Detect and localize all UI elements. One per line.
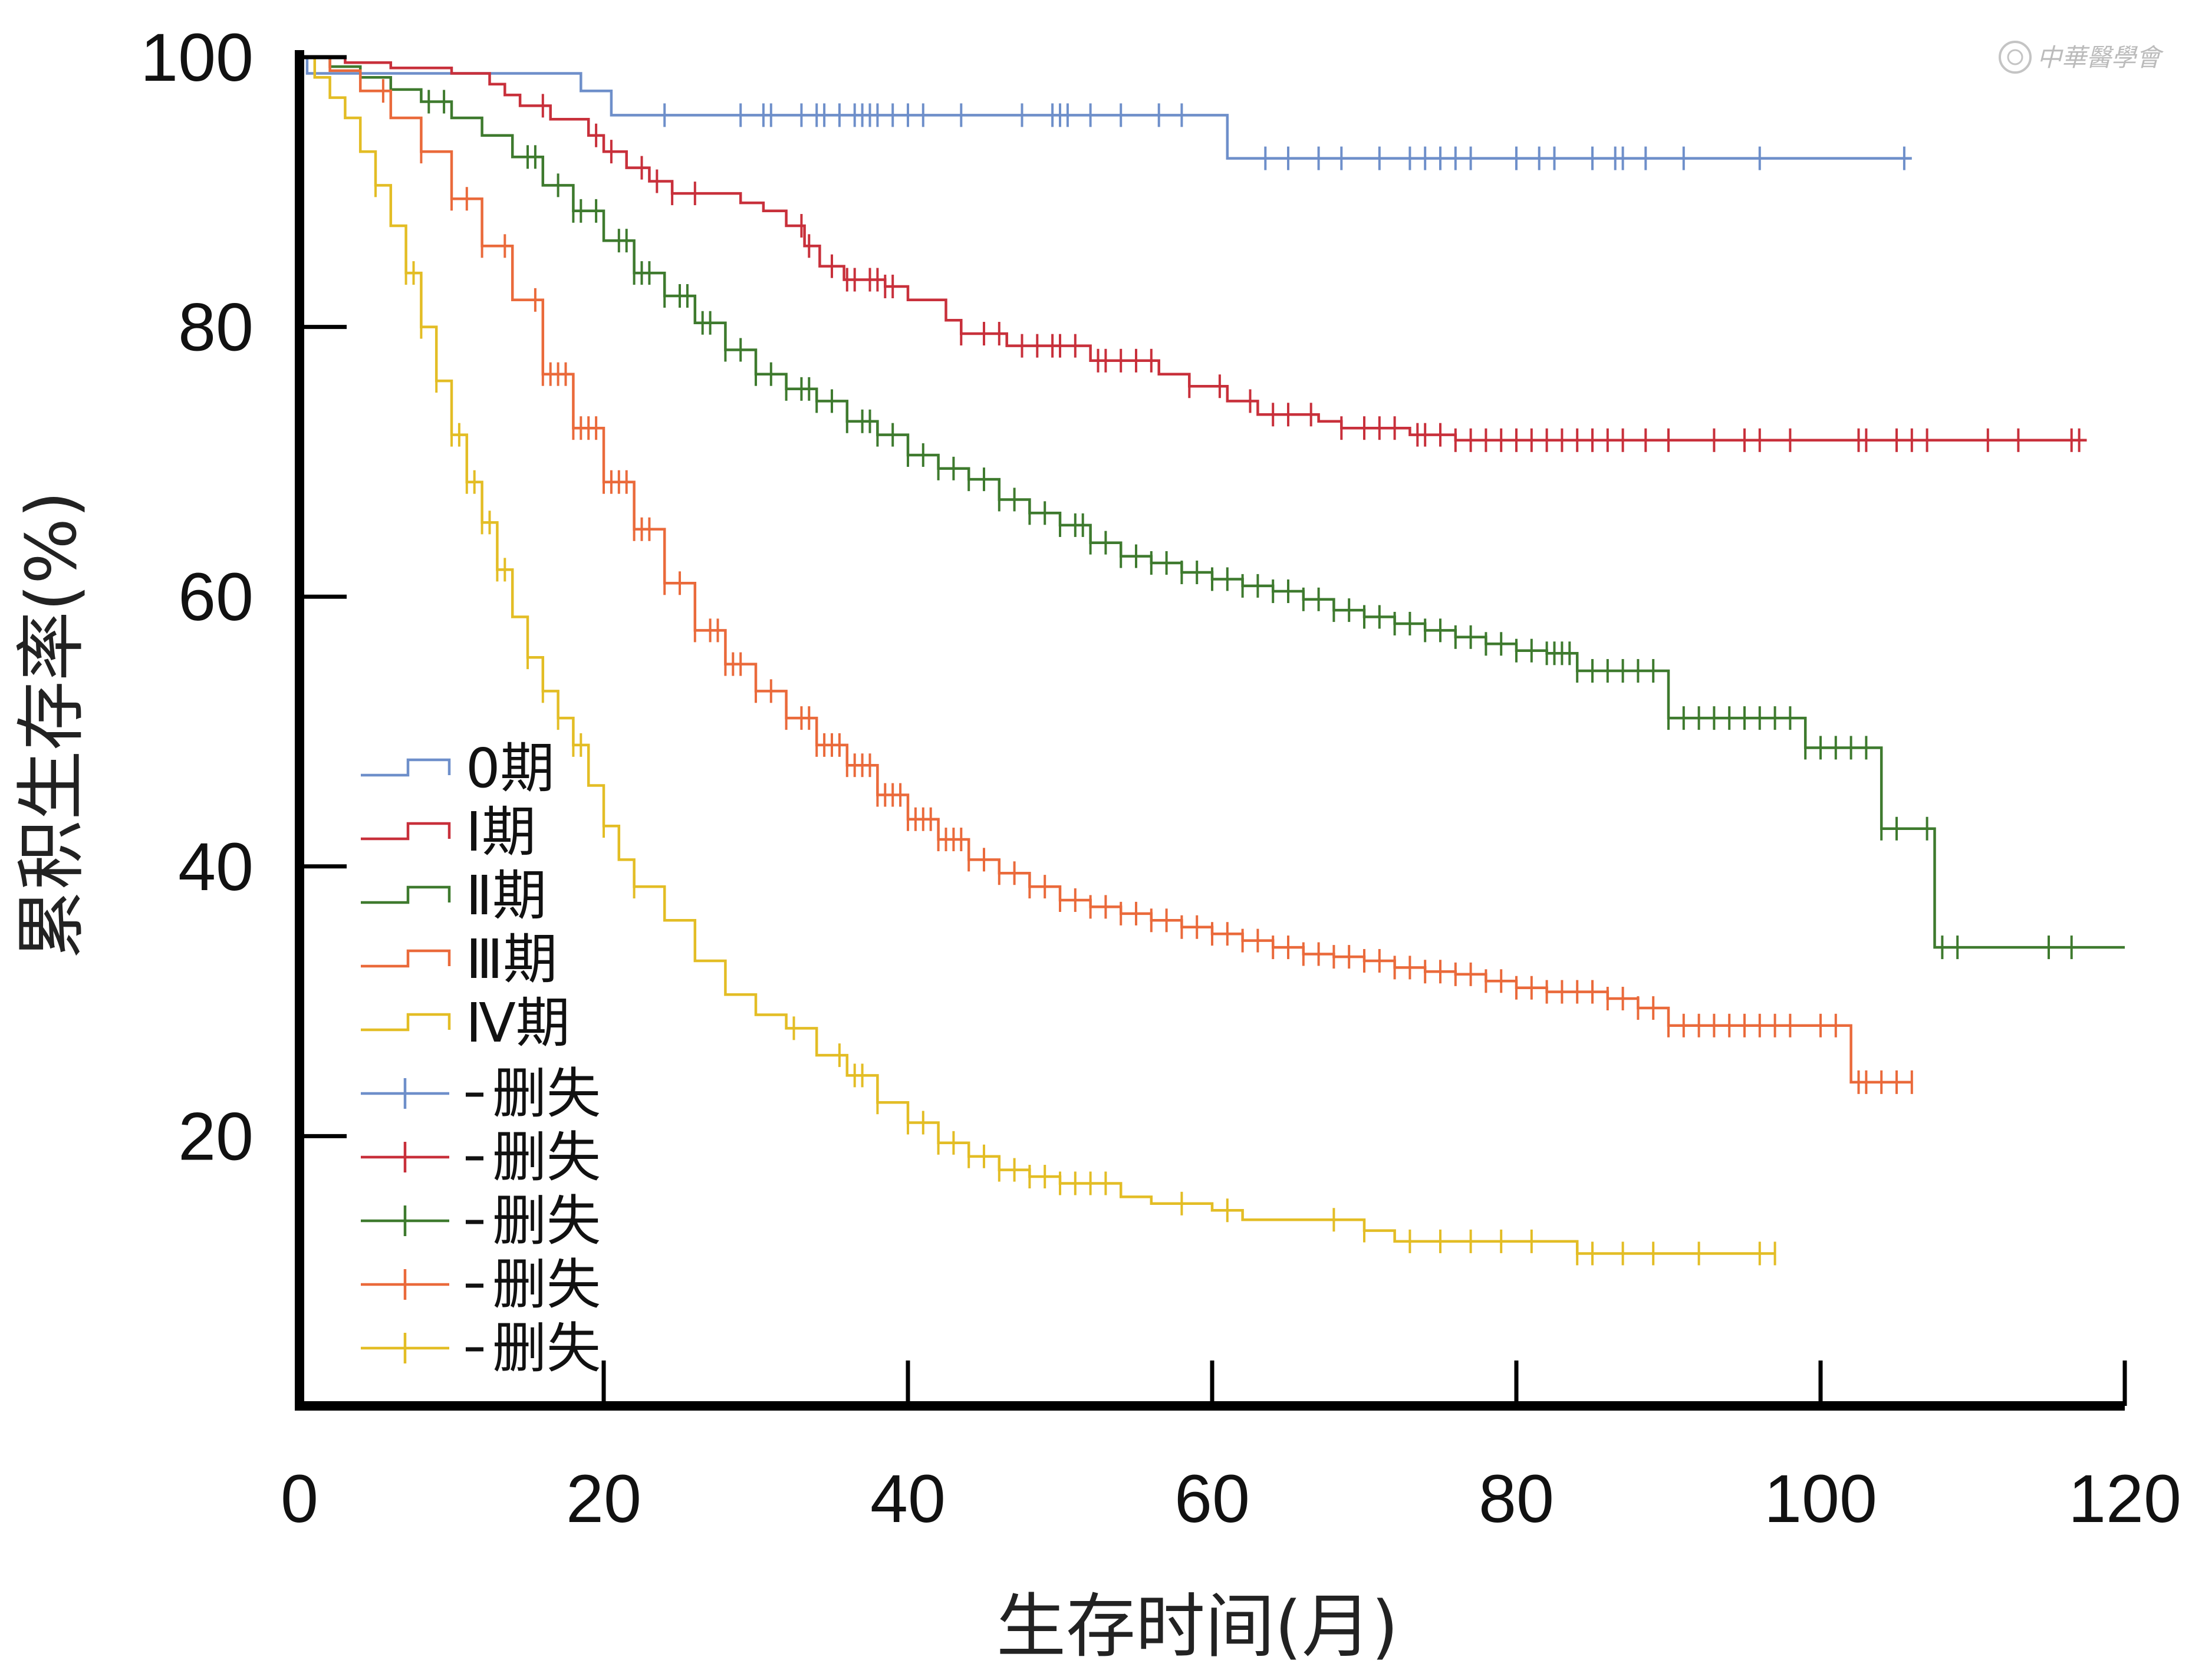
- series-4: [299, 55, 1776, 1266]
- legend-label: Ⅱ期: [466, 864, 547, 927]
- y-tick-label: 80: [178, 290, 254, 365]
- x-ticks: 0 20 40 60 80 100 120: [281, 1361, 2181, 1537]
- x-tick-label: 100: [1764, 1461, 1877, 1537]
- legend-label: 删失: [492, 1126, 601, 1189]
- watermark: 中華醫學會: [1999, 41, 2164, 74]
- legend-label: 0期: [466, 737, 555, 800]
- legend-step-swatch: [361, 885, 451, 904]
- legend-step-swatch: [361, 758, 451, 777]
- series-line: [299, 55, 2087, 442]
- legend-item-censor-4: 删失: [361, 1317, 601, 1380]
- legend-label: 删失: [492, 1062, 601, 1125]
- legend-item-stage-3: Ⅲ期: [361, 928, 557, 991]
- legend-label: Ⅰ期: [466, 801, 536, 864]
- y-tick-label: 40: [178, 829, 254, 905]
- legend-label: 删失: [492, 1253, 601, 1316]
- watermark-text: 中華醫學會: [2037, 43, 2164, 72]
- legend-item-censor-1: 删失: [361, 1126, 601, 1189]
- x-tick-label: 120: [2068, 1461, 2181, 1537]
- legend-label: 删失: [492, 1190, 601, 1253]
- series-line: [299, 55, 1775, 1255]
- legend-item-censor-2: 删失: [361, 1190, 601, 1253]
- x-tick-label: 40: [870, 1461, 946, 1537]
- x-axis-title: 生存时间(月): [996, 1586, 1398, 1667]
- x-tick-label: 60: [1174, 1461, 1250, 1537]
- legend-label: 删失: [492, 1317, 601, 1380]
- y-tick-label: 20: [178, 1099, 254, 1174]
- legend-item-stage-2: Ⅱ期: [361, 864, 547, 927]
- x-tick-label: 0: [281, 1461, 318, 1537]
- legend-step-swatch: [361, 1013, 451, 1032]
- legend-label: Ⅳ期: [466, 991, 570, 1055]
- series-layer: [299, 55, 2125, 1266]
- watermark-seal-icon: [1999, 41, 2032, 74]
- y-ticks: 20 40 60 80 100: [140, 20, 347, 1174]
- x-tick-label: 80: [1479, 1461, 1554, 1537]
- series-3: [299, 55, 1913, 1094]
- series-0: [299, 55, 1912, 170]
- series-line: [299, 55, 1912, 160]
- series-2: [299, 55, 2125, 960]
- legend-item-stage-1: Ⅰ期: [361, 801, 536, 864]
- x-tick-label: 20: [566, 1461, 641, 1537]
- y-tick-label: 100: [140, 20, 254, 95]
- y-tick-label: 60: [178, 559, 254, 635]
- series-1: [299, 55, 2087, 452]
- legend-item-stage-0: 0期: [361, 737, 555, 800]
- y-axis-title: 累积生存率(%): [11, 491, 92, 959]
- legend-label: Ⅲ期: [466, 928, 557, 991]
- legend-item-censor-0: 删失: [361, 1062, 601, 1125]
- legend-step-swatch: [361, 822, 451, 841]
- legend-item-stage-4: Ⅳ期: [361, 991, 570, 1055]
- legend-step-swatch: [361, 949, 451, 968]
- watermark-seal-inner: [2007, 49, 2023, 65]
- legend-item-censor-3: 删失: [361, 1253, 601, 1316]
